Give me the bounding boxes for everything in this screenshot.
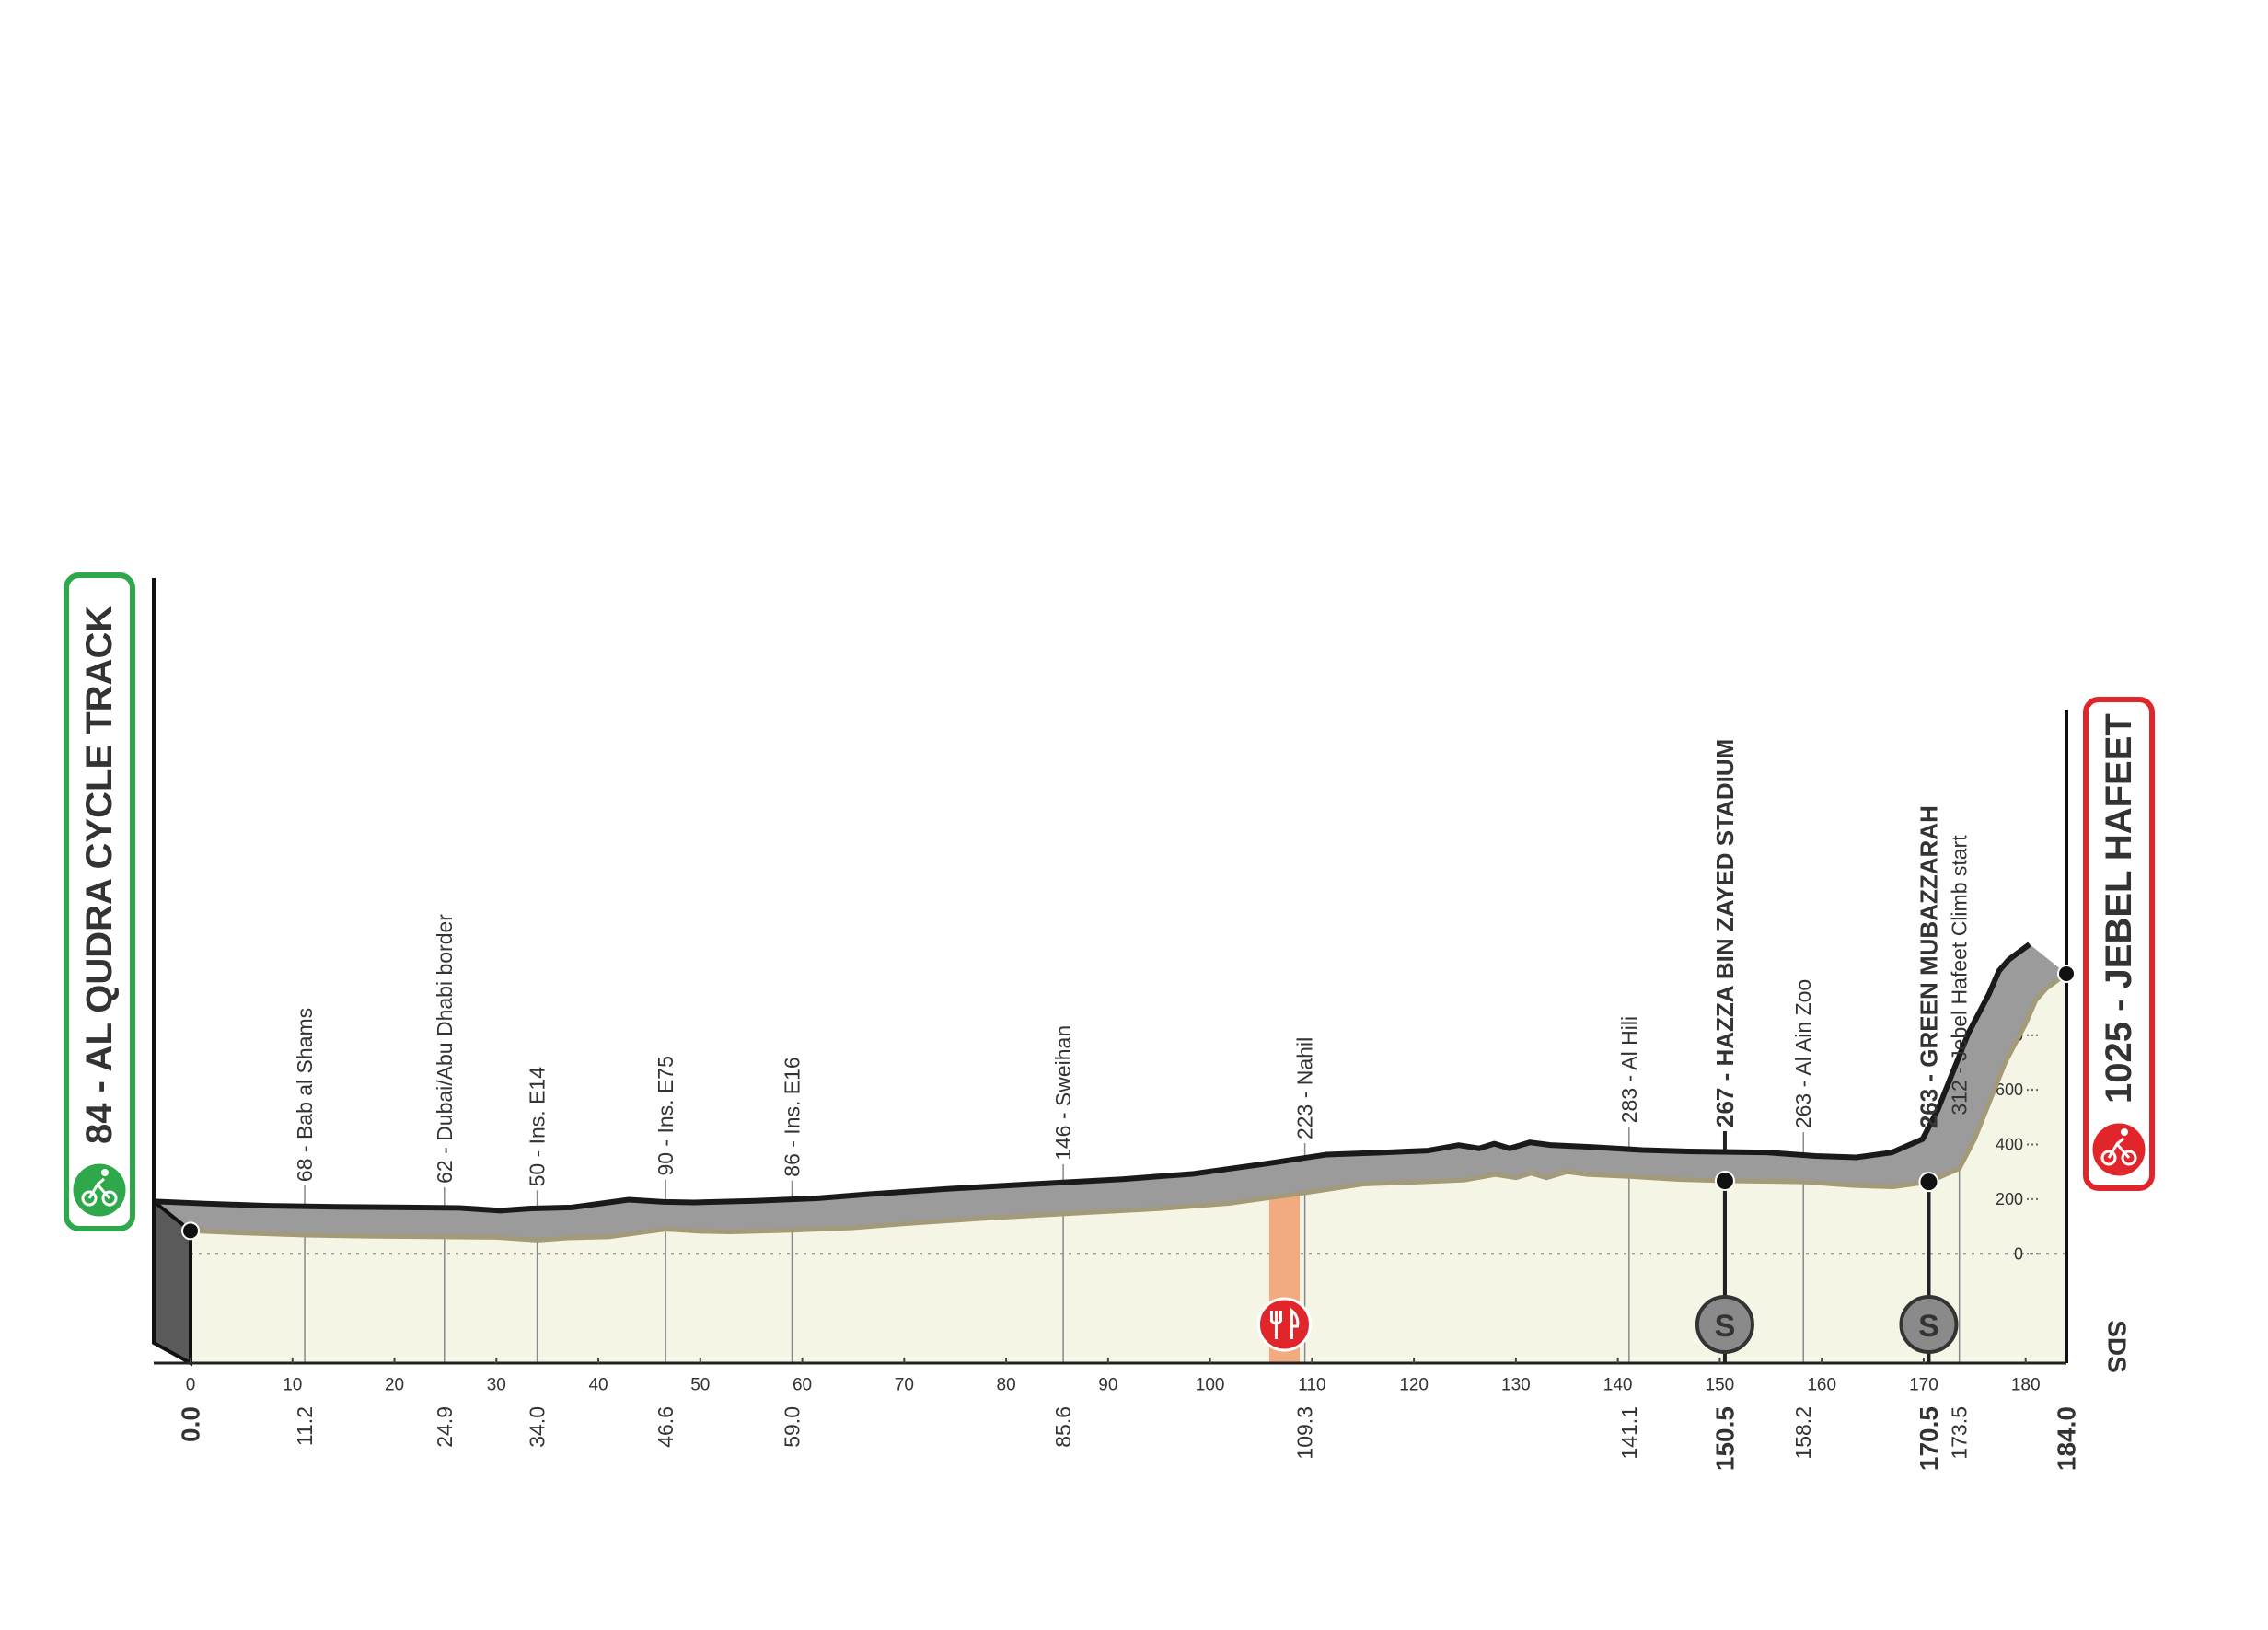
start-wheel (101, 1190, 118, 1207)
km-label: 158.2 (1791, 1406, 1815, 1460)
waypoint-label: 223 - Nahil (1293, 1037, 1317, 1139)
sprint-icon (1695, 1295, 1754, 1354)
x-tick-label: 70 (895, 1376, 914, 1395)
y-tick-label: 400 (1996, 1136, 2023, 1154)
km-label: 46.6 (654, 1406, 677, 1448)
waypoint-label: 68 - Bab al Shams (293, 1008, 317, 1182)
x-tick-label: 80 (997, 1376, 1016, 1395)
km-label: 184.0 (2053, 1406, 2081, 1471)
y-tick-label: 600 (1996, 1081, 2023, 1099)
x-tick-label: 150 (1706, 1376, 1735, 1395)
finish-head (2121, 1128, 2128, 1136)
waypoint-label: 267 - HAZZA BIN ZAYED STADIUM (1711, 739, 1739, 1127)
x-tick-label: 100 (1196, 1376, 1225, 1395)
x-tick-label: 20 (385, 1376, 404, 1395)
finish-label: 1025 - JEBEL HAFEET (2099, 713, 2139, 1104)
start-rider (87, 1177, 111, 1199)
waypoint-label: 263 - Al Ain Zoo (1791, 979, 1815, 1128)
km-label: 59.0 (780, 1406, 804, 1448)
x-tick-label: 120 (1399, 1376, 1429, 1395)
km-label: 150.5 (1710, 1406, 1739, 1471)
waypoint-label: 312 - Jebel Hafeet Climb start (1948, 835, 1972, 1116)
finish-dot (2057, 964, 2076, 983)
y-tick-label: 0 (2014, 1244, 2023, 1263)
sprint-dot (1918, 1172, 1939, 1193)
x-tick-label: 40 (588, 1376, 608, 1395)
start-box (64, 572, 135, 1231)
x-tick-label: 90 (1098, 1376, 1117, 1395)
finish-wheel (2100, 1150, 2117, 1166)
start-label: 84 - AL QUDRA CYCLE TRACK (79, 606, 120, 1144)
km-label: 141.1 (1617, 1406, 1641, 1460)
finish-wheel (2121, 1150, 2137, 1166)
km-label: 11.2 (293, 1406, 317, 1446)
x-tick-label: 160 (1807, 1376, 1836, 1395)
km-label: 34.0 (526, 1406, 550, 1448)
x-tick-label: 130 (1501, 1376, 1531, 1395)
x-tick-label: 60 (793, 1376, 812, 1395)
km-label: 24.9 (433, 1406, 457, 1448)
waypoint-label: 263 - GREEN MUBAZZARAH (1915, 805, 1942, 1128)
waypoint-label: 50 - Ins. E14 (526, 1067, 550, 1187)
profile-ground (191, 973, 2066, 1363)
feed-icon (1256, 1297, 1312, 1352)
km-label: 109.3 (1293, 1406, 1317, 1460)
finish-icon (2089, 1120, 2148, 1179)
profile-band (154, 943, 2066, 1241)
start-dot (181, 1221, 200, 1241)
profile-line (190, 971, 2068, 1243)
x-tick-label: 0 (186, 1376, 196, 1395)
km-label: 170.5 (1915, 1406, 1943, 1471)
sprint-symbol: S (1715, 1309, 1736, 1344)
km-label: 85.6 (1051, 1406, 1075, 1448)
start-wheel (81, 1190, 98, 1207)
finish-box (2083, 697, 2155, 1191)
finish-rider (2107, 1137, 2131, 1159)
sprint-symbol: S (1918, 1309, 1939, 1344)
x-tick-label: 170 (1909, 1376, 1938, 1395)
waypoint-label: 86 - Ins. E16 (780, 1057, 804, 1176)
x-tick-label: 110 (1298, 1376, 1325, 1395)
sprint-dot (1714, 1170, 1735, 1191)
waypoint-label: 62 - Dubai/Abu Dhabi border (433, 914, 457, 1184)
start-icon (70, 1161, 129, 1220)
profile-top-edge (153, 942, 2031, 1214)
km-label: 173.5 (1948, 1406, 1972, 1460)
x-tick-label: 10 (283, 1376, 302, 1395)
sprint-icon (1899, 1295, 1959, 1354)
waypoint-label: 146 - Sweihan (1051, 1025, 1075, 1161)
waypoint-label: 283 - Al Hili (1617, 1016, 1641, 1123)
km-label: 0.0 (177, 1406, 205, 1442)
feed-knife (1290, 1307, 1300, 1339)
x-tick-label: 30 (487, 1376, 506, 1395)
feed-fork (1269, 1311, 1282, 1339)
start-head (101, 1169, 109, 1176)
x-tick-label: 140 (1603, 1376, 1633, 1395)
y-tick-label: 200 (1996, 1190, 2023, 1208)
x-tick-label: 50 (690, 1376, 710, 1395)
waypoint-label: 90 - Ins. E75 (654, 1056, 677, 1175)
x-tick-label: 180 (2011, 1376, 2041, 1395)
logo: SDS (2103, 1320, 2132, 1373)
